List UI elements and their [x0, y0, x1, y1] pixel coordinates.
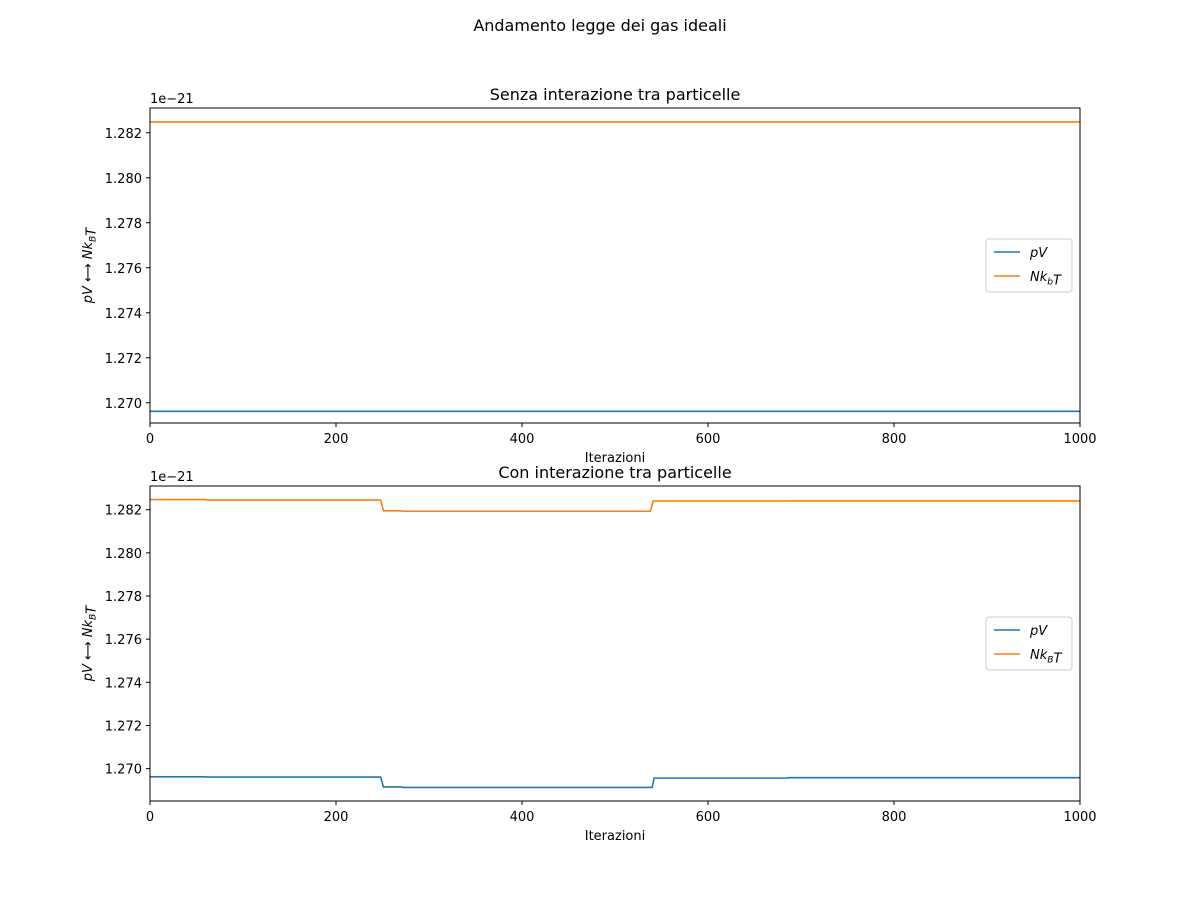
y-tick-label: 1.272 — [105, 719, 142, 734]
subplot-title: Con interazione tra particelle — [498, 463, 731, 482]
legend: pV NkbT — [985, 238, 1073, 293]
y-tick-label: 1.280 — [105, 172, 142, 187]
y-tick-label: 1.278 — [105, 590, 142, 605]
x-tick-label: 0 — [146, 810, 154, 825]
y-tick-label: 1.276 — [105, 262, 142, 277]
y-tick-label: 1.270 — [105, 763, 142, 778]
x-tick-label: 200 — [324, 432, 349, 447]
y-tick-label: 1.282 — [105, 504, 142, 519]
y-tick-label: 1.274 — [105, 676, 142, 691]
y-axis-label: pV ⟷ NkBT — [81, 227, 99, 305]
series-line-pv — [150, 776, 1080, 789]
y-tick-label: 1.270 — [105, 397, 142, 412]
subplot-title: Senza interazione tra particelle — [490, 85, 741, 104]
y-tick-label: 1.274 — [105, 307, 142, 322]
x-tick-label: 200 — [324, 810, 349, 825]
x-tick-label: 400 — [510, 810, 535, 825]
y-tick-label: 1.278 — [105, 217, 142, 232]
axes-frame — [149, 107, 1081, 424]
y-axis-label: pV ⟷ NkBT — [81, 605, 99, 683]
subplot-1: Senza interazione tra particelle 0 200 400 6… — [81, 85, 1097, 466]
x-axis-label: Iterazioni — [585, 829, 645, 844]
x-tick-label: 1000 — [1063, 810, 1096, 825]
series-line-nkt — [150, 498, 1080, 513]
legend-label-pv: pV — [1029, 624, 1048, 639]
figure-title: Andamento legge dei gas ideali — [473, 16, 727, 35]
x-tick-label: 800 — [882, 432, 907, 447]
y-tick-label: 1.276 — [105, 633, 142, 648]
y-tick-label: 1.282 — [105, 127, 142, 142]
axes-frame — [149, 485, 1081, 802]
y-tick-label: 1.272 — [105, 352, 142, 367]
x-axis-label: Iterazioni — [585, 451, 645, 466]
x-tick-label: 1000 — [1063, 432, 1096, 447]
x-tick-label: 400 — [510, 432, 535, 447]
x-tick-label: 0 — [146, 432, 154, 447]
x-tick-label: 600 — [696, 432, 721, 447]
legend-label-nkt: NkbT — [1030, 270, 1062, 288]
legend-label-pv: pV — [1029, 246, 1048, 261]
y-tick-label: 1.280 — [105, 547, 142, 562]
x-tick-label: 800 — [882, 810, 907, 825]
y-offset-text: 1e−21 — [150, 470, 194, 485]
legend: pV NkBT — [985, 616, 1073, 671]
y-offset-text: 1e−21 — [150, 92, 194, 107]
x-tick-label: 600 — [696, 810, 721, 825]
legend-label-nkt: NkBT — [1030, 648, 1063, 666]
subplot-2: Con interazione tra particelle 0 200 400 600… — [81, 463, 1097, 844]
